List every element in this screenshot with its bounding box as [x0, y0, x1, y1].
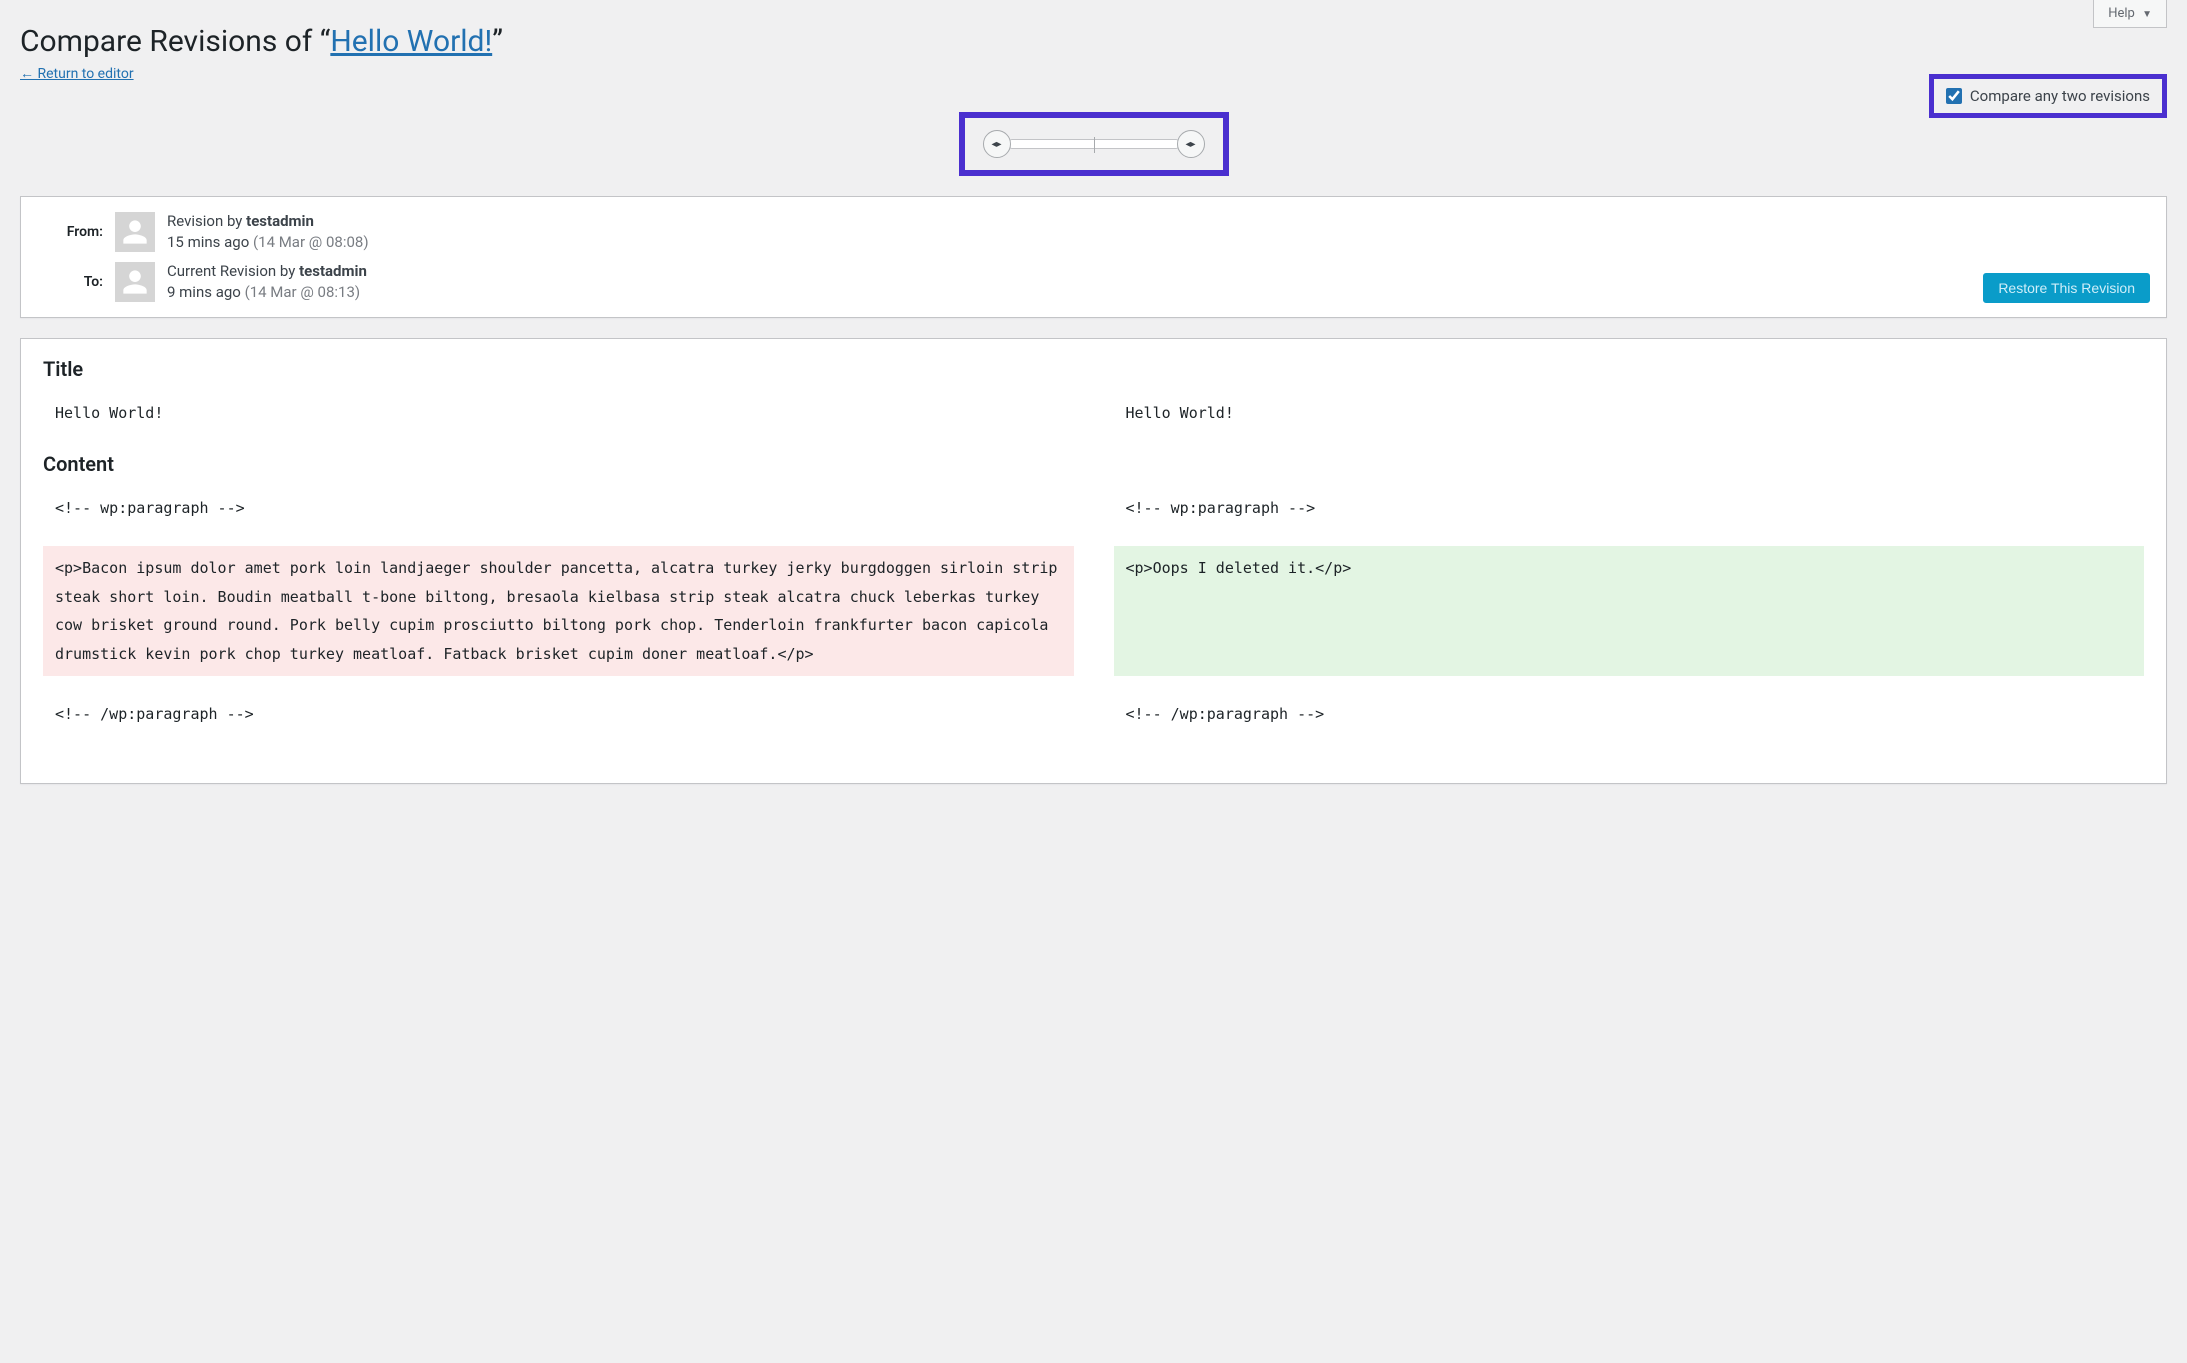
- meta-row-to: To: Current Revision by testadmin 9 mins…: [37, 257, 2150, 307]
- help-label: Help: [2108, 6, 2135, 21]
- diff-content-heading: Content: [43, 452, 2144, 476]
- diff-content-row: <!-- wp:paragraph --> <!-- wp:paragraph -…: [43, 494, 2144, 523]
- restore-revision-button[interactable]: Restore This Revision: [1983, 273, 2150, 303]
- from-line-prefix: Revision by: [167, 212, 246, 230]
- diff-right-cell: <!-- wp:paragraph -->: [1114, 494, 2145, 523]
- diff-left-cell: <!-- /wp:paragraph -->: [43, 700, 1074, 729]
- return-to-editor-link[interactable]: ← Return to editor: [20, 66, 134, 82]
- diff-left-cell: <!-- wp:paragraph -->: [43, 494, 1074, 523]
- slider-track[interactable]: [1009, 139, 1179, 149]
- avatar: [115, 212, 155, 252]
- diff-panel: Title Hello World! Hello World! Content …: [20, 338, 2167, 784]
- diff-right-cell: <p>Oops I deleted it.</p>: [1114, 546, 2145, 676]
- to-time-ago: 9 mins ago: [167, 283, 245, 301]
- diff-content-row: <p>Bacon ipsum dolor amet pork loin land…: [43, 546, 2144, 676]
- diff-title-heading: Title: [43, 357, 2144, 381]
- diff-title-left: Hello World!: [43, 399, 1074, 428]
- post-title-link[interactable]: Hello World!: [330, 24, 492, 59]
- compare-any-two-checkbox[interactable]: [1946, 88, 1962, 104]
- avatar: [115, 262, 155, 302]
- diff-left-cell: <p>Bacon ipsum dolor amet pork loin land…: [43, 546, 1074, 676]
- to-label: To:: [37, 274, 103, 290]
- title-suffix: ”: [492, 24, 503, 59]
- to-time-detail: (14 Mar @ 08:13): [245, 283, 361, 301]
- user-icon: [121, 218, 149, 246]
- slider-tick: [1094, 137, 1095, 153]
- from-revision-text: Revision by testadmin 15 mins ago (14 Ma…: [167, 211, 369, 253]
- diff-right-cell: <!-- /wp:paragraph -->: [1114, 700, 2145, 729]
- diff-title-right: Hello World!: [1114, 399, 2145, 428]
- revision-meta-panel: From: Revision by testadmin 15 mins ago …: [20, 196, 2167, 318]
- meta-row-from: From: Revision by testadmin 15 mins ago …: [37, 207, 2150, 257]
- compare-any-two-box: Compare any two revisions: [1929, 74, 2167, 118]
- page-title: Compare Revisions of “Hello World!”: [20, 24, 2167, 59]
- to-revision-text: Current Revision by testadmin 9 mins ago…: [167, 261, 367, 303]
- diff-content-row: <!-- /wp:paragraph --> <!-- /wp:paragraph…: [43, 700, 2144, 729]
- from-time-ago: 15 mins ago: [167, 233, 253, 251]
- from-author: testadmin: [246, 212, 314, 230]
- chevron-down-icon: ▼: [2142, 9, 2152, 20]
- compare-any-two-label: Compare any two revisions: [1970, 87, 2150, 105]
- user-icon: [121, 268, 149, 296]
- slider-handle-to[interactable]: ◂▸: [1177, 130, 1205, 158]
- title-prefix: Compare Revisions of “: [20, 24, 330, 59]
- to-author: testadmin: [299, 262, 367, 280]
- to-line-prefix: Current Revision by: [167, 262, 299, 280]
- help-tab[interactable]: Help ▼: [2093, 0, 2167, 28]
- diff-title-row: Hello World! Hello World!: [43, 399, 2144, 428]
- from-time-detail: (14 Mar @ 08:08): [253, 233, 369, 251]
- revision-slider: ◂▸ ◂▸: [959, 112, 1229, 176]
- slider-handle-from[interactable]: ◂▸: [983, 130, 1011, 158]
- from-label: From:: [37, 224, 103, 240]
